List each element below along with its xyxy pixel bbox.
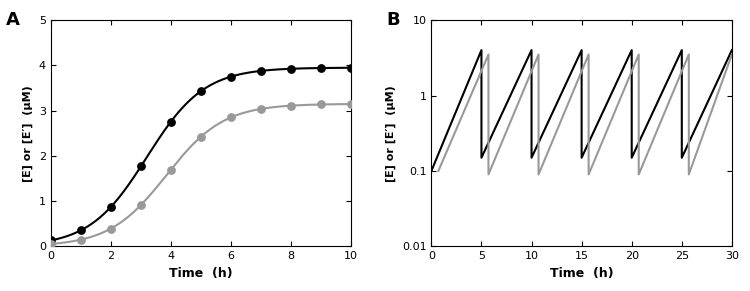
X-axis label: Time  (h): Time (h)	[170, 267, 232, 280]
Point	[135, 164, 147, 169]
Point	[225, 115, 237, 120]
Point	[225, 74, 237, 79]
Point	[135, 203, 147, 207]
Point	[105, 205, 117, 209]
Y-axis label: [E] or [E′]  (μM): [E] or [E′] (μM)	[23, 85, 33, 182]
Point	[165, 119, 177, 124]
Point	[315, 102, 327, 107]
Text: A: A	[6, 11, 20, 29]
Point	[345, 102, 357, 107]
Point	[285, 66, 297, 71]
Point	[285, 103, 297, 108]
Point	[255, 107, 267, 111]
Point	[75, 228, 87, 233]
Point	[345, 65, 357, 70]
Point	[45, 242, 57, 246]
Point	[75, 237, 87, 242]
Point	[315, 66, 327, 70]
Point	[45, 238, 57, 243]
Text: B: B	[386, 11, 400, 29]
Point	[165, 167, 177, 172]
Point	[105, 226, 117, 231]
Point	[255, 69, 267, 73]
Y-axis label: [E] or [E′]  (μM): [E] or [E′] (μM)	[386, 85, 396, 182]
X-axis label: Time  (h): Time (h)	[550, 267, 614, 280]
Point	[195, 134, 207, 139]
Point	[195, 89, 207, 93]
